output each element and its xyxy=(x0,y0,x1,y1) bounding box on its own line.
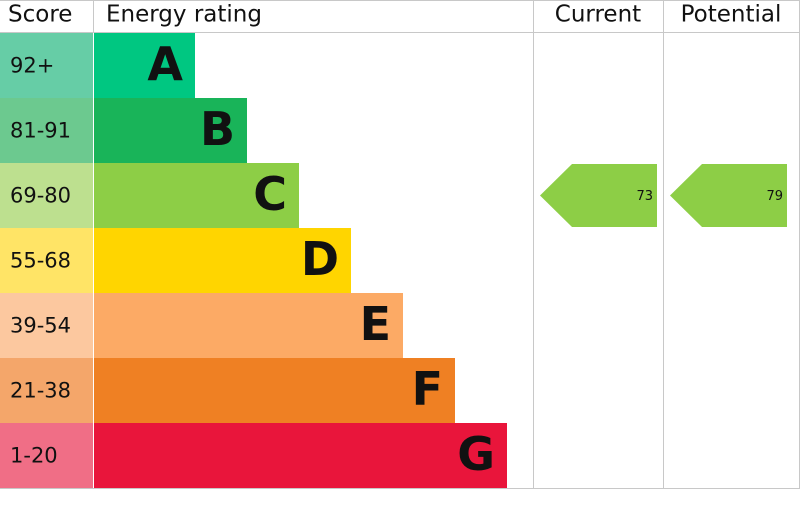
header-rating: Energy rating xyxy=(106,2,262,28)
rating-letter: B xyxy=(200,102,235,156)
current-arrow xyxy=(540,164,657,227)
score-cell xyxy=(0,98,93,163)
score-cell xyxy=(0,163,93,228)
score-cell xyxy=(0,293,93,358)
potential-value: 79 xyxy=(766,189,783,204)
score-cell xyxy=(0,33,93,98)
score-label: 69-80 xyxy=(10,184,71,208)
score-cell xyxy=(0,423,93,488)
rating-bar xyxy=(94,163,299,228)
score-label: 21-38 xyxy=(10,379,71,403)
score-label: 81-91 xyxy=(10,119,71,143)
rating-bar xyxy=(94,293,403,358)
rating-bar xyxy=(94,423,507,488)
rating-letter: A xyxy=(147,37,183,91)
score-label: 1-20 xyxy=(10,444,58,468)
potential-arrow xyxy=(670,164,787,227)
header-score: Score xyxy=(8,2,72,28)
score-label: 39-54 xyxy=(10,314,71,338)
rating-bar xyxy=(94,228,351,293)
rating-letter: G xyxy=(457,427,495,481)
score-label: 92+ xyxy=(10,54,54,78)
rating-bar xyxy=(94,358,455,423)
rating-letter: C xyxy=(253,167,287,221)
rating-letter: F xyxy=(412,362,443,416)
header-potential: Potential xyxy=(681,2,782,28)
score-cell xyxy=(0,228,93,293)
rating-bar xyxy=(94,33,195,98)
score-cell xyxy=(0,358,93,423)
score-label: 55-68 xyxy=(10,249,71,273)
header-current: Current xyxy=(555,2,641,28)
rating-letter: E xyxy=(360,297,391,351)
rating-letter: D xyxy=(301,232,339,286)
current-value: 73 xyxy=(636,189,653,204)
rating-bar xyxy=(94,98,247,163)
